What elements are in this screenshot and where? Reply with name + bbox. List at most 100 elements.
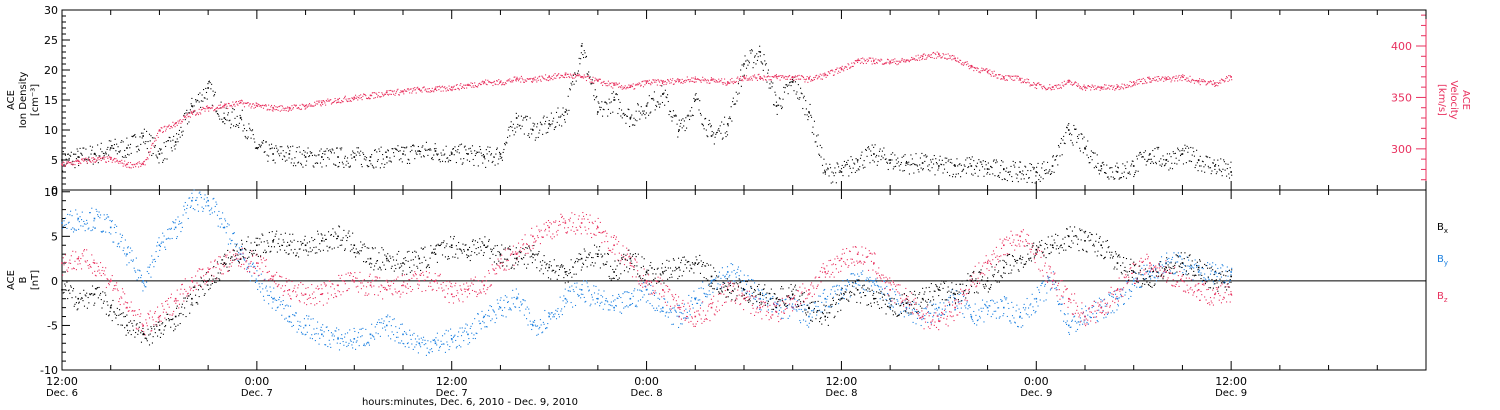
velocity-series-sample [327, 100, 330, 102]
velocity-series-point [710, 79, 713, 81]
velocity-series-sample [539, 75, 541, 77]
density-series-sample [951, 162, 953, 164]
density-series-sample [552, 120, 554, 122]
by-series-sample [266, 290, 268, 292]
velocity-series-sample [854, 60, 856, 62]
by-series-sample [612, 295, 614, 297]
velocity-series-sample [1032, 84, 1034, 86]
density-series-sample [1201, 160, 1204, 162]
by-series-sample [162, 232, 164, 234]
velocity-series-point [158, 129, 161, 132]
by-series-sample [634, 305, 636, 307]
velocity-series-sample [173, 125, 175, 127]
by-series-sample [678, 304, 680, 306]
velocity-series-sample [515, 80, 517, 82]
density-series-sample [113, 147, 115, 149]
by-series-sample [293, 314, 295, 316]
by-series-sample [1057, 303, 1060, 306]
density-series-sample [380, 146, 382, 148]
density-series-sample [824, 173, 826, 175]
by-series-sample [464, 327, 466, 329]
density-series-sample [321, 166, 323, 168]
density-series-sample [188, 121, 190, 123]
density-series-sample [658, 106, 661, 108]
velocity-series-sample [738, 78, 740, 80]
density-series-sample [633, 117, 635, 119]
velocity-series-sample [962, 64, 965, 66]
by-series-sample [530, 323, 532, 325]
by-series-sample [458, 344, 460, 346]
by-series-sample [1098, 309, 1100, 311]
density-series-sample [759, 55, 761, 57]
by-series-sample [97, 214, 99, 216]
by-series-sample [67, 222, 69, 224]
density-series-sample [854, 163, 856, 165]
velocity-series-sample [697, 78, 699, 80]
velocity-series-sample [1213, 83, 1215, 85]
by-series-point [1067, 324, 1070, 327]
by-series-sample [553, 316, 555, 318]
by-series-sample [549, 313, 551, 315]
by-series-sample [746, 291, 748, 293]
by-series-sample [973, 323, 976, 325]
velocity-series-sample [505, 82, 507, 85]
velocity-series-sample [859, 59, 861, 61]
by-series-sample [318, 343, 320, 345]
density-series-sample [156, 157, 159, 159]
by-series-sample [652, 289, 654, 292]
by-series-sample [289, 321, 291, 323]
by-series-sample [107, 216, 109, 218]
by-series-sample [748, 293, 750, 295]
by-series-sample [516, 296, 518, 298]
velocity-series-sample [1122, 88, 1125, 90]
by-series-sample [151, 255, 153, 257]
density-series-sample [384, 151, 387, 153]
density-series-sample [385, 151, 387, 153]
by-series-sample [885, 298, 887, 301]
by-series-sample [255, 278, 257, 280]
by-series-sample [376, 321, 379, 323]
density-series-point [629, 117, 632, 119]
velocity-series-sample [150, 147, 152, 149]
velocity-series-sample [948, 57, 950, 60]
density-series-sample [488, 160, 490, 162]
by-series-sample [965, 303, 967, 305]
velocity-series-sample [832, 70, 834, 72]
by-series-sample [135, 257, 137, 259]
velocity-series-sample [1109, 88, 1111, 90]
by-series-sample [697, 299, 699, 301]
density-series-sample [558, 124, 560, 126]
density-series-point [483, 156, 485, 158]
by-series-sample [89, 212, 91, 214]
velocity-series-sample [94, 158, 96, 160]
by-series-sample [491, 318, 493, 320]
density-series-sample [458, 152, 460, 154]
density-series-sample [811, 131, 813, 134]
density-series-sample [667, 100, 669, 103]
velocity-series-sample [610, 82, 612, 85]
velocity-series-sample [196, 112, 198, 114]
by-series-sample [554, 313, 556, 315]
velocity-series-sample [448, 85, 450, 87]
velocity-series-sample [265, 104, 267, 106]
density-series-sample [361, 166, 363, 168]
velocity-series-sample [1208, 82, 1210, 84]
density-series-sample [371, 164, 373, 166]
velocity-series-sample [672, 78, 674, 80]
density-series-sample [791, 78, 794, 80]
velocity-series-sample [225, 103, 227, 105]
density-series-sample [1215, 173, 1217, 175]
by-series-sample [744, 289, 746, 291]
density-series-sample [566, 110, 568, 112]
density-series-sample [525, 115, 527, 117]
by-series-sample [667, 316, 669, 318]
density-series-sample [946, 157, 948, 159]
velocity-series-sample [354, 97, 356, 99]
density-series-sample [832, 181, 834, 183]
by-series-sample [995, 317, 997, 319]
velocity-series-sample [213, 110, 215, 112]
by-series-sample [716, 287, 718, 289]
density-series-sample [1106, 176, 1109, 178]
velocity-series-sample [462, 86, 464, 89]
density-series-sample [344, 155, 346, 157]
